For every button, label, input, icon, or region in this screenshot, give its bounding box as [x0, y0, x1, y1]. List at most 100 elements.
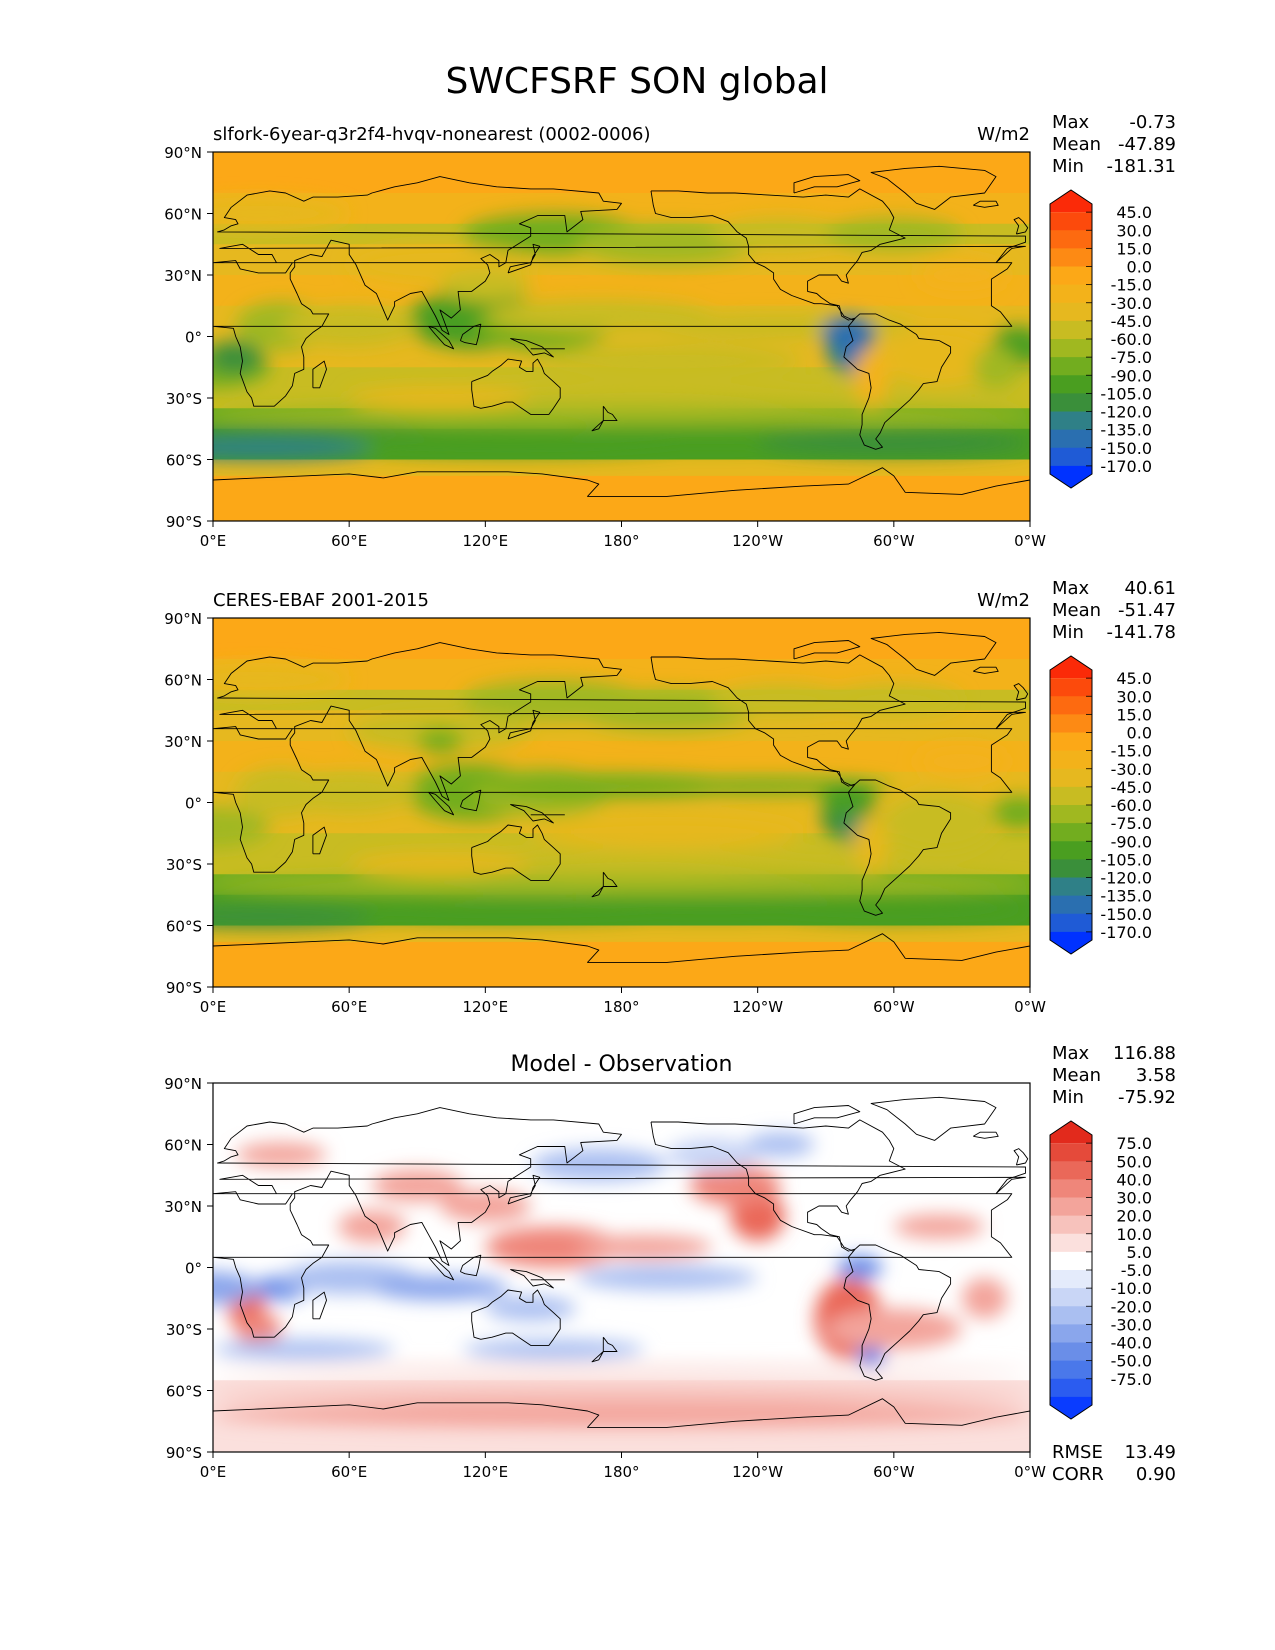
coastline-8 — [459, 789, 482, 812]
colorbar-swatch — [1050, 339, 1092, 358]
coastline-12 — [973, 666, 999, 674]
coastline-7 — [428, 325, 455, 350]
coastline-13 — [793, 174, 861, 194]
ytick-label: 0° — [185, 795, 202, 813]
colorbar-label: 0.0 — [1127, 258, 1152, 277]
coastline-1 — [650, 654, 952, 916]
coastline-10 — [591, 871, 618, 898]
ytick-label: 0° — [185, 1260, 202, 1278]
stat-label-min: Min — [1052, 1087, 1084, 1108]
field-blob-9 — [213, 340, 263, 374]
coastline-11 — [1013, 1148, 1029, 1166]
colorbar-label: -135.0 — [1100, 421, 1152, 440]
xtick-label: 0°E — [200, 1463, 227, 1481]
lat-band-10 — [213, 475, 1030, 521]
ytick-label: 60°N — [164, 206, 202, 224]
colorbar-swatch — [1050, 447, 1092, 467]
colorbar-label: 5.0 — [1127, 1243, 1152, 1262]
colorbar-swatch — [1050, 859, 1092, 878]
stat-value-mean: -47.89 — [1118, 134, 1176, 155]
colorbar-outline — [1049, 655, 1093, 955]
colorbar-swatch — [1050, 656, 1092, 679]
field-blob-23 — [213, 663, 350, 696]
colorbar-label: -75.0 — [1111, 814, 1152, 833]
coastline-3 — [870, 165, 997, 210]
field-blob-5 — [213, 874, 1030, 895]
colorbar-swatch — [1050, 877, 1092, 897]
xtick-label: 0°W — [1014, 998, 1046, 1016]
field-model — [213, 152, 1030, 521]
colorbar-label: 50.0 — [1116, 1152, 1152, 1171]
field-blob-8 — [213, 806, 270, 848]
field-blob-26 — [530, 344, 804, 378]
lat-band-9 — [213, 459, 1030, 477]
colorbar-swatch — [1050, 1324, 1092, 1343]
colorbar: 75.050.040.030.020.010.05.0-5.0-10.0-20.… — [1049, 1120, 1152, 1420]
colorbar-swatch — [1050, 696, 1092, 715]
coastline-4 — [213, 933, 1030, 963]
xtick-label: 120°E — [463, 1463, 509, 1481]
colorbar-label: -50.0 — [1111, 1352, 1152, 1371]
field-blob-9 — [689, 1165, 781, 1206]
xtick-label: 60°E — [331, 998, 367, 1016]
colorbar-label: 45.0 — [1116, 669, 1152, 688]
coastline-5 — [312, 826, 327, 855]
coastline-12 — [973, 1131, 999, 1139]
coastline-7 — [428, 1256, 455, 1281]
field-blob-18 — [821, 316, 876, 349]
field-blob-2 — [213, 1271, 259, 1305]
xtick-label: 0°W — [1014, 532, 1046, 550]
stat-label-max: Max — [1052, 578, 1090, 599]
ytick-label: 30°N — [164, 733, 202, 751]
colorbar-swatch — [1050, 1360, 1092, 1380]
field-blob-28 — [337, 1210, 406, 1243]
colorbar: 45.030.015.00.0-15.0-30.0-45.0-60.0-75.0… — [1049, 189, 1152, 489]
colorbar-label: -120.0 — [1100, 403, 1152, 422]
colorbar: 45.030.015.00.0-15.0-30.0-45.0-60.0-75.0… — [1049, 655, 1152, 955]
coastline-9 — [510, 1269, 554, 1289]
map-panel-difference: 90°N 60°N 30°N 0° 30°S 60°S 90°S0°E 60°E 120°E 18… — [164, 1043, 1176, 1485]
map-panel-model: 90°N 60°N 30°N 0° 30°S 60°S 90°S0°E 60°E 120°E 18… — [164, 112, 1176, 550]
colorbar-swatch — [1050, 230, 1092, 249]
field-blob-24 — [893, 1214, 985, 1239]
stat-label-mean: Mean — [1052, 1065, 1101, 1086]
field-blob-23 — [746, 1132, 815, 1157]
colorbar-outline — [1049, 1120, 1093, 1420]
field-blob-26 — [213, 1402, 1030, 1428]
ytick-label: 60°S — [166, 1383, 202, 1401]
field-blob-5 — [213, 404, 1030, 425]
field-blob-19 — [439, 1189, 531, 1223]
colorbar-swatch — [1050, 1215, 1092, 1235]
field-blob-7 — [576, 1234, 713, 1260]
metric-label-corr: CORR — [1052, 1464, 1104, 1485]
stat-label-mean: Mean — [1052, 134, 1101, 155]
colorbar-swatch — [1050, 841, 1092, 860]
colorbar-swatch — [1050, 1251, 1092, 1271]
colorbar-swatch — [1050, 913, 1092, 933]
colorbar-swatch — [1050, 465, 1092, 488]
colorbar-label: 20.0 — [1116, 1207, 1152, 1226]
coastline-8 — [459, 323, 482, 346]
stat-label-max: Max — [1052, 112, 1090, 133]
colorbar-swatch — [1050, 429, 1092, 449]
xtick-label: 180° — [603, 998, 639, 1016]
xtick-label: 60°E — [331, 532, 367, 550]
colorbar-label: -20.0 — [1111, 1297, 1152, 1316]
colorbar-label: 40.0 — [1116, 1170, 1152, 1189]
coastline-11 — [1013, 683, 1029, 701]
colorbar-swatch — [1050, 190, 1092, 213]
coastline-2 — [471, 1289, 561, 1346]
ytick-label: 60°S — [166, 918, 202, 936]
colorbar-swatch — [1050, 1396, 1092, 1419]
field-blob-24 — [213, 197, 350, 230]
colorbar-swatch — [1050, 768, 1092, 788]
field-blob-4 — [213, 439, 372, 460]
colorbar-swatch — [1050, 678, 1092, 697]
colorbar-swatch — [1050, 805, 1092, 824]
metric-value-rmse: 13.49 — [1124, 1442, 1176, 1463]
coastline-13 — [793, 1105, 861, 1125]
colorbar-swatch — [1050, 375, 1092, 394]
colorbar-label: -5.0 — [1121, 1261, 1152, 1280]
xtick-label: 120°W — [732, 532, 783, 550]
coastline-5 — [312, 360, 327, 389]
